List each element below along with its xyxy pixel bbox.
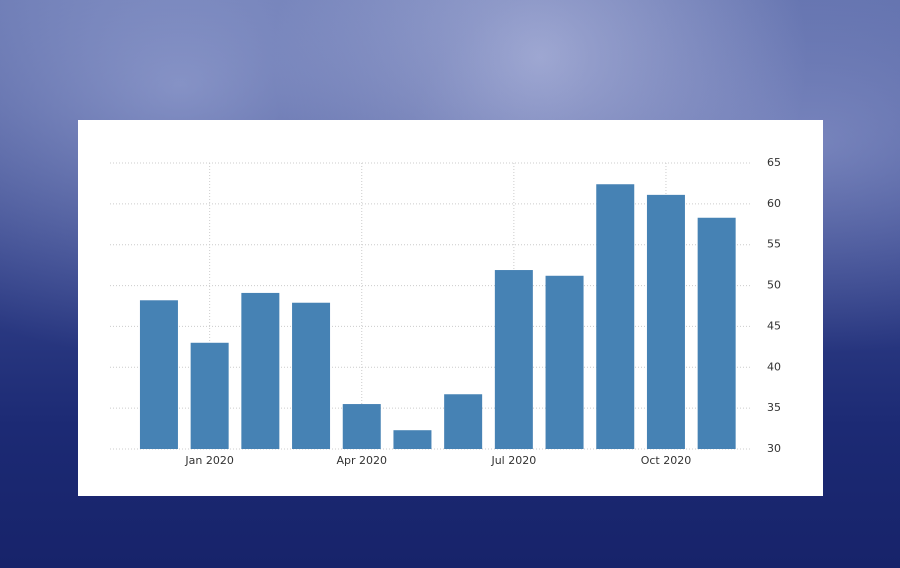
bar xyxy=(241,292,280,449)
bar xyxy=(139,300,178,449)
y-tick-label: 65 xyxy=(767,156,781,169)
x-tick-label: Apr 2020 xyxy=(336,454,387,467)
bar xyxy=(190,342,229,449)
bar xyxy=(697,217,736,449)
x-tick-label: Jan 2020 xyxy=(184,454,233,467)
bar xyxy=(646,194,685,449)
bar xyxy=(494,270,533,449)
y-tick-label: 60 xyxy=(767,197,781,210)
y-tick-label: 30 xyxy=(767,442,781,455)
bar xyxy=(545,275,584,449)
y-tick-label: 45 xyxy=(767,319,781,332)
x-tick-label: Oct 2020 xyxy=(641,454,692,467)
bar xyxy=(596,184,635,449)
bar xyxy=(342,404,381,449)
y-tick-label: 55 xyxy=(767,238,781,251)
bar xyxy=(393,430,432,449)
x-tick-label: Jul 2020 xyxy=(490,454,536,467)
bar xyxy=(292,302,331,449)
bar xyxy=(444,394,483,449)
y-tick-label: 50 xyxy=(767,279,781,292)
y-tick-label: 40 xyxy=(767,360,781,373)
y-tick-label: 35 xyxy=(767,401,781,414)
